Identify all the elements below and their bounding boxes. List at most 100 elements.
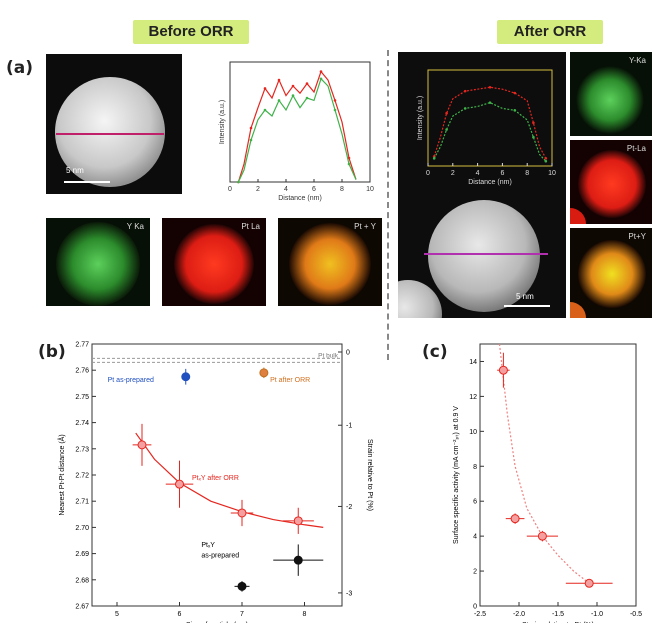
after-profile-s0-point-2: [445, 111, 448, 115]
c-xtick-label-4: -0.5: [630, 611, 642, 618]
after-orr-header: After ORR: [497, 20, 603, 44]
before-profile-s0-point-12: [319, 70, 323, 73]
b-s0-point-1: [175, 479, 184, 489]
after-profile-s0-point-8: [513, 91, 517, 95]
before-profile-xlabel: Distance (nm): [278, 195, 322, 202]
before-profile-s0-point-6: [277, 78, 281, 82]
c-ytick-label-6: 12: [469, 394, 477, 401]
b-s1-point-1: [293, 555, 303, 565]
b-y2tick-label-1: -1: [346, 423, 352, 430]
after-profile-xtick-label-0: 0: [426, 170, 430, 177]
b-s0-point-3: [293, 516, 303, 526]
after-profile-xtick-label-3: 6: [500, 170, 504, 177]
before-map-pt-label: Pt La: [241, 222, 260, 231]
before-profile-s1-point-8: [291, 94, 295, 97]
b-xtick-label-2: 7: [240, 611, 244, 618]
after-profile-s0-point-4: [463, 89, 467, 93]
before-profile-series-1: [237, 77, 357, 183]
before-profile-xtick-label-0: 0: [228, 186, 232, 193]
b-ytick-label-6: 2.73: [75, 446, 89, 453]
b-ytick-label-8: 2.75: [75, 394, 89, 401]
after-profile-chart: 0 2 4 6 8 10 Distance (nm) Intensity (a.u.): [412, 66, 556, 186]
before-profile-s1-point-6: [277, 99, 281, 102]
c-ytick-label-2: 4: [473, 534, 477, 541]
before-map-pt: Pt La: [162, 218, 266, 306]
c-point-1: [510, 514, 520, 524]
after-profile-s1-point-12: [544, 159, 548, 163]
b-annotation-pt-prepared: Pt as-prepared: [108, 377, 154, 384]
before-map-y-label: Y Ka: [126, 222, 144, 231]
before-profile-s0-point-2: [249, 126, 253, 130]
before-profile-s0-point-8: [291, 84, 295, 88]
after-map-y-label: Y-Ka: [628, 56, 646, 65]
after-particle: [428, 200, 540, 312]
before-profile-s1-point-2: [249, 138, 253, 142]
after-particle-neighbor: [398, 280, 442, 318]
b-ytick-label-10: 2.77: [75, 342, 89, 349]
c-ytick-label-1: 2: [473, 569, 477, 576]
before-map-y: Y Ka: [46, 218, 150, 306]
b-ytick-label-0: 2.67: [75, 604, 89, 611]
before-profile-frame: [229, 61, 371, 183]
before-profile-s1-point-16: [347, 162, 351, 166]
b-ylabel: Nearest Pt-Pt distance (Å): [57, 434, 66, 515]
c-ytick-label-7: 14: [469, 359, 477, 366]
before-map-mix-label: Pt + Y: [354, 222, 376, 231]
b-ytick-label-4: 2.71: [75, 499, 89, 506]
c-ytick-label-4: 8: [473, 464, 477, 471]
b-ytick-label-9: 2.76: [75, 368, 89, 375]
c-ytick-label-3: 6: [473, 499, 477, 506]
chart-b: 2.67 2.68 2.69 2.70 2.71 2.72 2.73 2.74 2.75 2.76…: [52, 336, 390, 628]
before-particle: [55, 77, 165, 187]
after-map-mix-label: Pt+Y: [628, 232, 646, 241]
after-profile-xtick-label-5: 10: [548, 170, 556, 177]
c-ytick-label-5: 10: [469, 429, 477, 436]
before-profile-xtick-label-3: 6: [312, 186, 316, 193]
b-s0-point-2: [237, 508, 247, 518]
dashed-separator: [387, 50, 389, 360]
before-profile-s0-point-10: [305, 82, 309, 85]
c-xtick-label-2: -1.5: [552, 611, 564, 618]
after-map-mix: Pt+Y: [570, 228, 652, 318]
before-profile-xtick-label-5: 10: [366, 186, 374, 193]
before-haadf-image: 5 nm: [46, 54, 182, 194]
b-ytick-label-2: 2.69: [75, 551, 89, 558]
after-profile-s1-point-4: [463, 107, 467, 110]
b-reference-label: Pt bulk: [318, 352, 339, 359]
b-ytick-label-7: 2.74: [75, 420, 89, 427]
c-xtick-label-1: -2.0: [513, 611, 525, 618]
panel-label-a: (a): [6, 58, 34, 78]
after-profile-s1-point-2: [445, 128, 448, 131]
after-profile-series-0: [433, 86, 547, 159]
panel-label-c: (c): [422, 342, 448, 362]
b-s0-point-0: [137, 440, 147, 450]
before-profile-s1-point-14: [333, 108, 337, 112]
before-profile-xtick-label-4: 8: [340, 186, 344, 193]
b-y2tick-label-3: -3: [346, 590, 352, 597]
b-s1-point-0: [237, 581, 247, 591]
after-profile-ylabel: Intensity (a.u.): [417, 96, 424, 140]
b-ytick-label-1: 2.68: [75, 577, 89, 584]
before-profile-series-0: [237, 70, 357, 183]
panel-label-b: (b): [38, 342, 66, 362]
b-xtick-label-0: 5: [115, 611, 119, 618]
after-profile-xtick-label-2: 4: [476, 170, 480, 177]
c-xtick-label-3: -1.0: [591, 611, 603, 618]
b-xtick-label-1: 6: [178, 611, 182, 618]
after-profile-xlabel: Distance (nm): [468, 179, 512, 186]
after-profile-s1-point-10: [532, 135, 535, 139]
b-annotation-ptxy: PtₓY: [201, 542, 215, 549]
before-profile-s1-point-4: [263, 108, 267, 112]
after-profile-s1-point-8: [513, 109, 517, 112]
after-profile-series-1: [433, 101, 547, 162]
before-profile-s1-point-0: [237, 180, 240, 184]
after-profile-frame: [427, 69, 553, 167]
c-point-0: [498, 365, 508, 375]
c-fit-curve: [498, 343, 590, 584]
before-profile-s1-point-12: [319, 77, 323, 81]
before-profile-ylabel: Intensity (a.u.): [219, 100, 226, 144]
b-y2tick-label-0: 0: [346, 350, 350, 357]
after-profile-xtick-label-4: 8: [525, 170, 529, 177]
after-profile-s0-point-12: [544, 157, 548, 160]
